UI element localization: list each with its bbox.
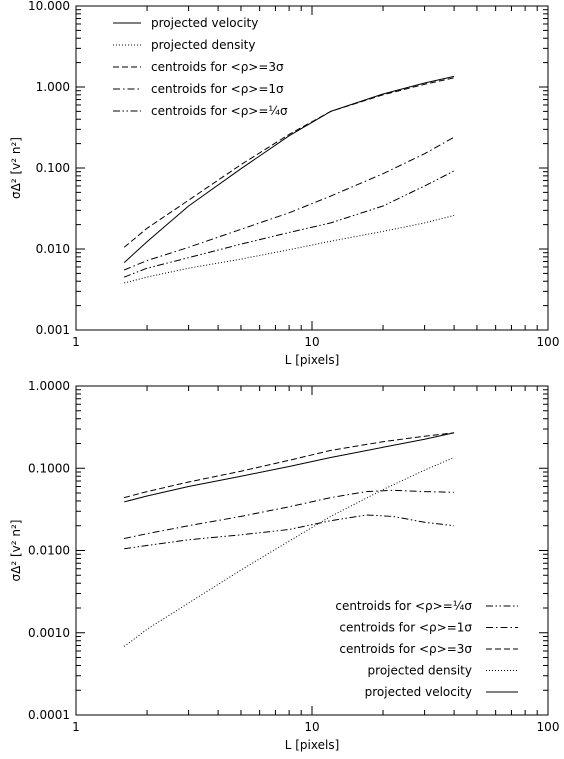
x-axis-title: L [pixels] — [285, 738, 340, 752]
series-line-projected-velocity — [124, 432, 455, 503]
y-tick-label: 1.0000 — [28, 379, 70, 393]
axis-ticks — [75, 5, 549, 331]
legend-entry: centroids for <ρ>=3σ — [151, 60, 284, 74]
legend-entry: projected density — [151, 38, 255, 52]
chart-bottom: 1 10 100 0.0001 0.0010 0.0100 0.1000 1.0000 L [p… — [9, 379, 559, 752]
y-tick-label: 0.0100 — [28, 544, 70, 558]
y-axis-title: σΔ² [v² n²] — [9, 520, 23, 582]
y-tick-label: 0.010 — [36, 242, 70, 256]
series-line-centroids-for-rho-quarter-sigma — [124, 514, 455, 550]
y-tick-label: 1.000 — [36, 80, 70, 94]
legend-entry: centroids for <ρ>=3σ — [339, 642, 472, 656]
series-line-centroids-for-rho-3sigma — [124, 432, 455, 499]
x-tick-label: 100 — [537, 720, 560, 734]
legend-entry: centroids for <ρ>=1σ — [339, 621, 472, 635]
legend-entry: centroids for <ρ>=¼σ — [335, 599, 472, 613]
y-tick-label: 0.001 — [36, 323, 70, 337]
x-tick-label: 10 — [304, 335, 319, 349]
y-tick-label: 10.000 — [28, 0, 70, 13]
legend-entry: centroids for <ρ>=1σ — [151, 82, 284, 96]
legend: centroids for <ρ>=¼σ centroids for <ρ>=1σ… — [335, 599, 518, 699]
plot-frame — [75, 385, 549, 716]
x-tick-label: 1 — [72, 335, 80, 349]
legend-entry: projected velocity — [365, 685, 472, 699]
y-tick-label: 0.1000 — [28, 461, 70, 475]
x-axis-title: L [pixels] — [285, 353, 340, 367]
plot-frame — [75, 5, 549, 331]
series-line-projected-velocity — [123, 75, 455, 263]
y-tick-label: 0.100 — [36, 161, 70, 175]
axis-ticks — [75, 385, 549, 716]
legend-entry: projected velocity — [151, 16, 258, 30]
series-line-projected-density — [124, 214, 455, 284]
x-tick-label: 1 — [72, 720, 80, 734]
x-tick-label: 100 — [537, 335, 560, 349]
legend-entry: projected density — [368, 664, 472, 678]
series-line-centroids-for-rho-quarter-sigma — [124, 170, 455, 278]
series-line-centroids-for-rho-1sigma — [124, 136, 455, 271]
series-line-centroids-for-rho-3sigma — [123, 77, 455, 248]
y-tick-label: 0.0001 — [28, 708, 70, 722]
legend: projected velocity projected density centr… — [113, 16, 288, 118]
series-line-centroids-for-rho-1sigma — [124, 489, 455, 539]
x-tick-label: 10 — [304, 720, 319, 734]
chart-top: 1 10 100 0.001 0.010 0.100 1.000 10.000 L [pixel… — [9, 0, 559, 367]
series-line-projected-density — [123, 457, 455, 647]
legend-entry: centroids for <ρ>=¼σ — [151, 104, 288, 118]
y-tick-label: 0.0010 — [28, 626, 70, 640]
y-axis-title: σΔ² [v² n²] — [9, 137, 23, 199]
